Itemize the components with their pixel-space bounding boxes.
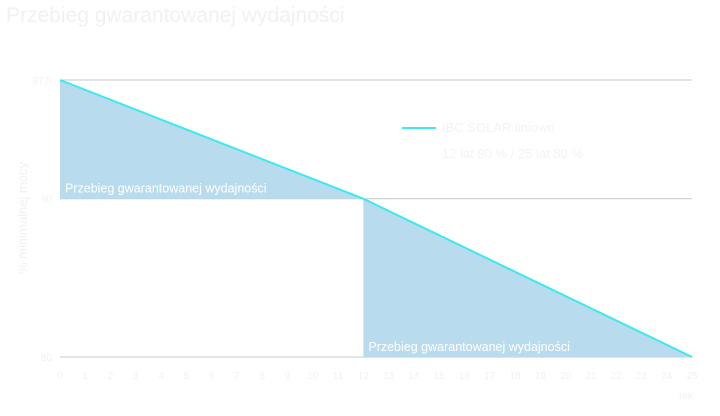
x-tick-label-18: 18	[509, 371, 521, 382]
x-tick-label-25: 25	[686, 371, 698, 382]
x-tick-label-10: 10	[307, 371, 319, 382]
series-lines	[59, 79, 693, 358]
y-tick-label-0: 97,5	[33, 76, 53, 87]
x-tick-labels: 0 1 2 3 4 5 6 7 8 9 10 11 12 13 14 15 16 17 18 19 20 21 22 23 24…	[57, 371, 698, 382]
x-tick-label-4: 4	[158, 371, 164, 382]
x-tick-label-9: 9	[285, 371, 291, 382]
x-tick-label-5: 5	[184, 371, 190, 382]
x-tick-label-24: 24	[661, 371, 673, 382]
y-axis-label: % minimalnej mocy	[15, 162, 30, 274]
shaded-area-label-0: Przebieg gwarantowanej wydajności	[65, 182, 267, 196]
chart-title: Przebieg gwarantowanej wydajności	[6, 4, 345, 27]
legend-line-2: 12 lat 90 % / 25 lat 80 %	[442, 146, 583, 161]
x-tick-label-12: 12	[358, 371, 370, 382]
x-tick-label-7: 7	[234, 371, 240, 382]
x-tick-label-23: 23	[636, 371, 648, 382]
x-tick-label-14: 14	[408, 371, 420, 382]
x-tick-label-19: 19	[535, 371, 547, 382]
x-tick-label-11: 11	[333, 371, 344, 382]
x-tick-label-21: 21	[585, 371, 597, 382]
x-tick-label-8: 8	[259, 371, 265, 382]
x-axis-label: rok	[679, 391, 694, 402]
x-tick-label-20: 20	[560, 371, 572, 382]
legend-line-1: IBC SOLAR liniowo	[442, 120, 555, 135]
x-tick-label-16: 16	[459, 371, 471, 382]
y-tick-label-2: 80	[41, 353, 53, 364]
x-tick-label-13: 13	[383, 371, 395, 382]
x-tick-label-1: 1	[82, 371, 88, 382]
legend: IBC SOLAR liniowo 12 lat 90 % / 25 lat 8…	[402, 120, 583, 161]
x-tick-label-3: 3	[133, 371, 139, 382]
series-line-0	[59, 79, 693, 358]
x-tick-label-6: 6	[209, 371, 215, 382]
x-tick-label-2: 2	[108, 371, 114, 382]
x-tick-label-17: 17	[484, 371, 496, 382]
shaded-areas: Przebieg gwarantowanej wydajności Przebie…	[60, 80, 692, 357]
shaded-area-label-1: Przebieg gwarantowanej wydajności	[368, 340, 570, 354]
y-tick-label-1: 90	[41, 195, 53, 206]
x-tick-label-0: 0	[57, 371, 63, 382]
y-tick-labels: 97,5 90 80	[33, 76, 53, 364]
x-tick-label-22: 22	[611, 371, 623, 382]
x-tick-label-15: 15	[434, 371, 446, 382]
